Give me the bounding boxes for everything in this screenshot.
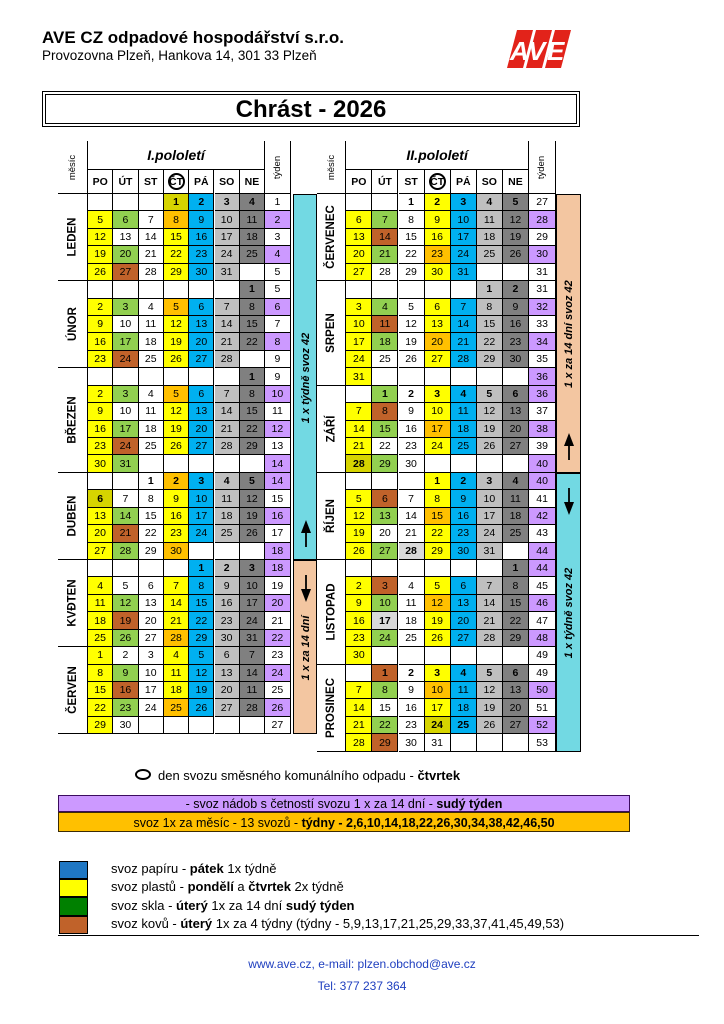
svg-text:V: V (528, 36, 548, 66)
svg-text:E: E (547, 36, 565, 66)
svg-text:A: A (509, 36, 529, 66)
